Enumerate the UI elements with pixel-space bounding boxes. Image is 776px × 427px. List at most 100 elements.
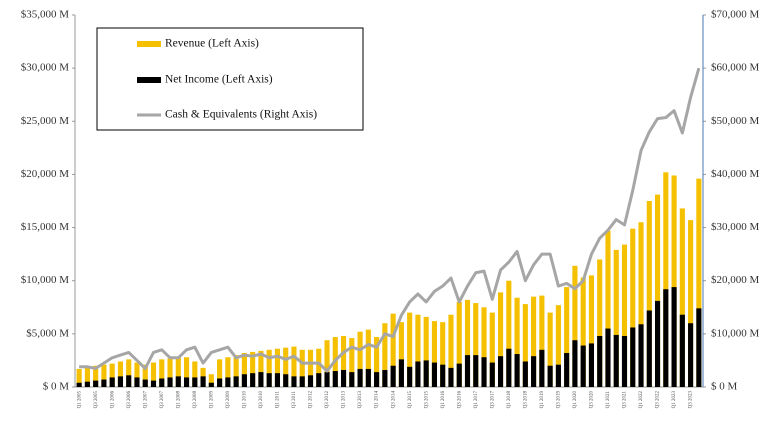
x-tick-label: Q3 2015: [424, 391, 429, 409]
bar: [415, 314, 421, 387]
bar: [613, 249, 619, 387]
bar: [307, 349, 314, 387]
bar: [225, 357, 231, 387]
y2-tick-label: $70,000 M: [711, 9, 760, 21]
x-tick-label: Q3 2012: [325, 391, 330, 409]
bar: [423, 360, 429, 387]
x-tick-label: Q1 2018: [507, 391, 512, 409]
bar: [357, 368, 363, 387]
bar: [142, 364, 148, 387]
bar: [175, 357, 181, 387]
bar: [84, 381, 90, 387]
bar: [283, 347, 289, 387]
bar: [241, 374, 247, 387]
bar: [572, 265, 578, 387]
x-tick-label: Q1 2006: [110, 391, 115, 409]
bar: [134, 362, 140, 387]
bar: [324, 340, 330, 387]
bar: [464, 355, 471, 387]
y2-tick-label: $30,000 M: [711, 221, 760, 233]
bar: [299, 349, 305, 387]
x-tick-label: Q3 2022: [656, 391, 661, 409]
x-tick-label: Q1 2010: [243, 391, 248, 409]
x-tick-label: Q3 2014: [391, 391, 396, 409]
x-tick-label: Q3 2010: [259, 391, 264, 409]
bar: [233, 376, 239, 387]
bar: [407, 366, 413, 387]
x-tick-label: Q1 2014: [375, 391, 380, 409]
bar: [671, 175, 677, 387]
bar: [605, 230, 611, 387]
bar: [448, 314, 454, 387]
bar: [307, 375, 314, 387]
x-tick-label: Q3 2020: [590, 391, 595, 409]
y-tick-label: $15,000 M: [21, 221, 70, 233]
bar: [497, 356, 504, 387]
bar: [258, 372, 264, 387]
bar: [316, 373, 322, 387]
bar: [142, 379, 148, 387]
bar: [324, 372, 330, 387]
bar: [126, 375, 132, 387]
bar: [76, 382, 82, 387]
bar: [291, 346, 297, 387]
bar: [547, 365, 553, 387]
bar: [101, 364, 107, 387]
y2-tick-label: $50,000 M: [711, 115, 760, 127]
bar: [588, 343, 595, 387]
bar: [183, 377, 190, 387]
x-tick-label: Q1 2021: [606, 391, 611, 409]
bar: [283, 374, 289, 387]
y-tick-label: $30,000 M: [21, 62, 70, 74]
x-tick-label: Q3 2006: [127, 391, 132, 409]
x-tick-label: Q1 2023: [672, 391, 677, 409]
x-tick-label: Q3 2008: [193, 391, 198, 409]
bar: [109, 377, 115, 387]
bar: [654, 300, 661, 387]
bar: [588, 275, 595, 387]
bar: [456, 363, 462, 387]
bar: [696, 178, 702, 387]
bar: [332, 371, 338, 387]
x-tick-label: Q1 2005: [77, 391, 82, 409]
x-tick-label: Q1 2013: [342, 391, 347, 409]
x-tick-label: Q3 2017: [490, 391, 495, 409]
bar: [126, 359, 132, 387]
y-tick-label: $5,000 M: [26, 327, 69, 339]
bar: [473, 355, 479, 387]
x-tick-label: Q1 2017: [474, 391, 479, 409]
bar: [117, 361, 124, 387]
x-tick-label: Q1 2008: [176, 391, 181, 409]
line: [79, 67, 701, 373]
y-tick-label: $ 0 M: [43, 381, 70, 393]
x-tick-label: Q1 2011: [276, 391, 281, 409]
bar: [580, 277, 586, 387]
bar: [175, 376, 181, 387]
bar: [431, 362, 438, 387]
y2-tick-label: $60,000 M: [711, 62, 760, 74]
bar: [621, 244, 628, 387]
bar: [316, 348, 322, 387]
bar: [531, 296, 537, 387]
bar: [274, 373, 281, 387]
bar: [109, 363, 115, 387]
plot-area: [72, 14, 706, 388]
x-tick-label: Q1 2016: [441, 391, 446, 409]
bar: [365, 329, 371, 387]
bar: [688, 323, 694, 387]
bar: [167, 358, 173, 387]
bar: [299, 376, 305, 387]
bar: [93, 365, 99, 387]
bar: [539, 349, 545, 387]
bar: [357, 331, 363, 387]
bar: [266, 373, 272, 387]
bar: [605, 328, 611, 387]
legend-swatch: [137, 77, 161, 83]
bar: [159, 378, 165, 387]
x-tick-label: Q3 2007: [160, 391, 165, 409]
bar: [506, 280, 512, 387]
bar: [390, 313, 396, 387]
bar: [489, 312, 495, 387]
bar: [183, 357, 190, 387]
